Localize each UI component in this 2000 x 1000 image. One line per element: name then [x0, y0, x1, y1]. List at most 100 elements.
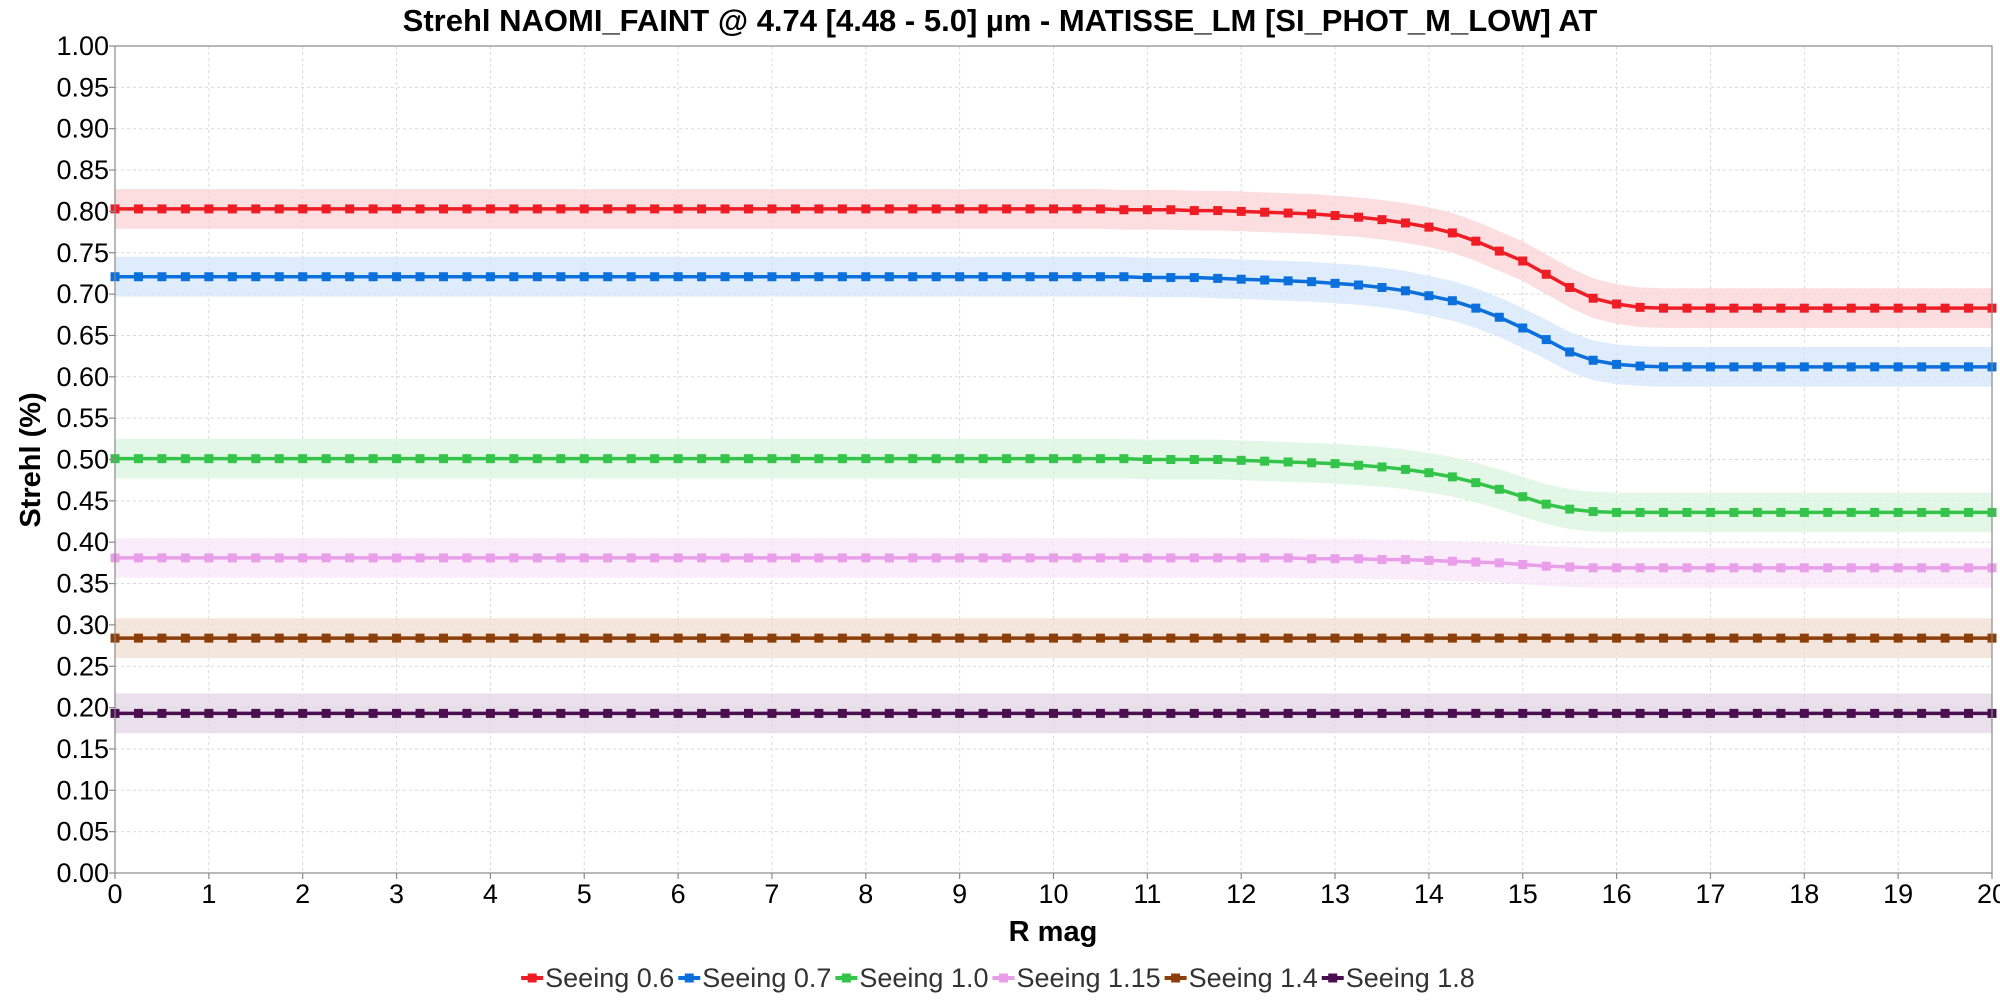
data-point [392, 553, 402, 563]
data-point [438, 553, 448, 563]
data-point [1095, 708, 1105, 718]
data-point [1400, 464, 1410, 474]
data-point [251, 454, 261, 464]
data-point [251, 272, 261, 282]
data-point [133, 454, 143, 464]
data-point [1330, 708, 1340, 718]
data-point [392, 633, 402, 643]
data-point [345, 553, 355, 563]
data-point [931, 454, 941, 464]
data-point [1307, 458, 1317, 468]
data-point [1494, 484, 1504, 494]
x-tick-label: 19 [1883, 879, 1913, 909]
data-point [1025, 633, 1035, 643]
data-point [1283, 208, 1293, 218]
data-point [1025, 708, 1035, 718]
data-point [532, 454, 542, 464]
data-point [157, 204, 167, 214]
y-tick-label: 0.60 [56, 362, 109, 392]
data-point [720, 272, 730, 282]
y-tick-label: 0.95 [56, 72, 109, 102]
data-point [415, 454, 425, 464]
data-point [955, 708, 965, 718]
data-point [368, 553, 378, 563]
data-point [1846, 303, 1856, 313]
data-point [884, 454, 894, 464]
data-point [1917, 633, 1927, 643]
data-point [1940, 362, 1950, 372]
data-point [509, 633, 519, 643]
data-point [1166, 553, 1176, 563]
data-point [814, 633, 824, 643]
y-tick-label: 0.45 [56, 486, 109, 516]
data-point [1823, 563, 1833, 573]
data-point [1400, 555, 1410, 565]
data-point [1682, 362, 1692, 372]
data-point [1049, 272, 1058, 282]
data-point [1729, 563, 1739, 573]
data-point [1518, 560, 1528, 570]
data-point [579, 553, 589, 563]
data-point [415, 204, 425, 214]
data-point [673, 272, 683, 282]
data-point [603, 708, 613, 718]
x-tick-label: 6 [671, 879, 686, 909]
y-tick-label: 0.75 [56, 238, 109, 268]
data-point [227, 272, 237, 282]
data-point [1119, 553, 1129, 563]
data-point [697, 272, 707, 282]
data-point [345, 633, 355, 643]
series-group [110, 272, 1997, 372]
data-point [1002, 454, 1012, 464]
data-point [298, 553, 308, 563]
data-point [345, 708, 355, 718]
data-point [415, 553, 425, 563]
data-point [1049, 454, 1058, 464]
data-point [626, 454, 636, 464]
data-point [485, 272, 495, 282]
data-point [1213, 553, 1223, 563]
data-point [1682, 563, 1692, 573]
data-point [392, 272, 402, 282]
data-point [1330, 278, 1340, 288]
data-point [743, 454, 753, 464]
data-point [1400, 218, 1410, 228]
data-point [884, 204, 894, 214]
data-point [1049, 553, 1058, 563]
legend-swatch-marker [998, 973, 1008, 983]
data-point [1494, 708, 1504, 718]
data-point [274, 454, 284, 464]
data-point [180, 633, 190, 643]
data-point [321, 204, 331, 214]
data-point [1846, 507, 1856, 517]
data-point [603, 204, 613, 214]
data-point [180, 272, 190, 282]
data-point [1776, 303, 1786, 313]
data-point [298, 708, 308, 718]
data-point [861, 553, 871, 563]
data-point [1612, 359, 1622, 369]
data-point [579, 272, 589, 282]
data-point [908, 708, 918, 718]
data-point [1400, 708, 1410, 718]
data-point [1635, 302, 1645, 312]
data-point [1659, 362, 1669, 372]
data-point [1236, 708, 1246, 718]
data-point [837, 633, 847, 643]
data-point [532, 553, 542, 563]
data-point [1682, 507, 1692, 517]
data-point [1424, 291, 1434, 301]
data-point [1752, 362, 1762, 372]
data-point [1659, 507, 1669, 517]
y-tick-label: 0.65 [56, 320, 109, 350]
data-point [1166, 633, 1176, 643]
data-point [1776, 708, 1786, 718]
data-point [1705, 362, 1715, 372]
data-point [1729, 362, 1739, 372]
data-point [368, 633, 378, 643]
data-point [204, 454, 214, 464]
data-point [743, 708, 753, 718]
data-point [1166, 273, 1176, 283]
legend: Seeing 0.6 Seeing 0.7 Seeing 1.0 Seeing 1.1… [521, 963, 1475, 993]
data-point [1870, 708, 1880, 718]
